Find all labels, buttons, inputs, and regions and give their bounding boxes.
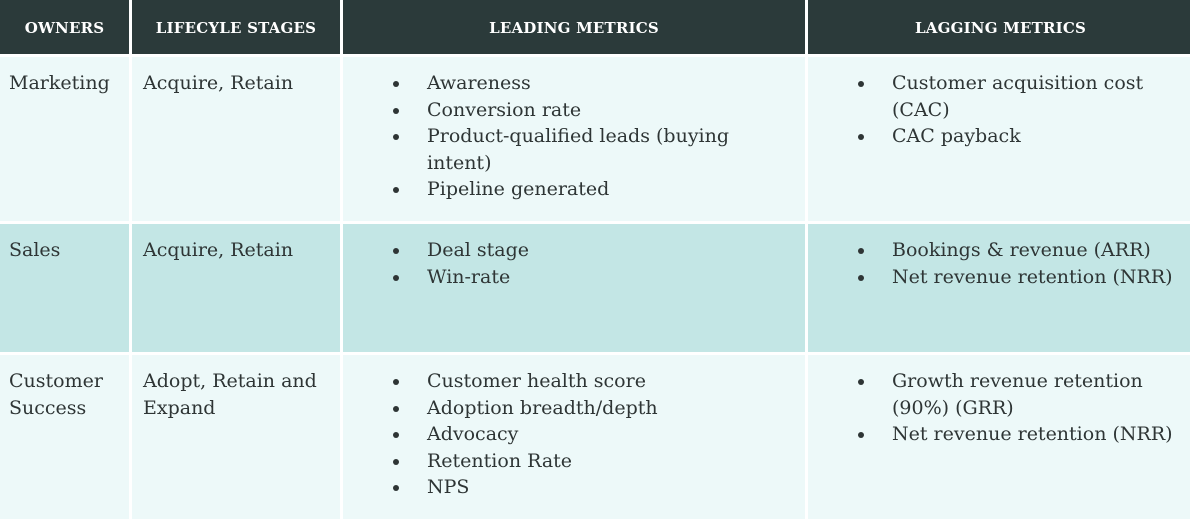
metric-label: Pipeline generated <box>427 178 610 200</box>
bullet-icon <box>393 248 399 254</box>
metric-label: CAC payback <box>892 125 1021 147</box>
owner-cell: Marketing <box>0 57 129 221</box>
metric-label: NPS <box>427 476 470 498</box>
header-lifecycle-stages: LIFECYLE STAGES <box>132 0 340 54</box>
list-item: Pipeline generated <box>389 176 785 203</box>
lagging-metrics-cell: Growth revenue retention (90%) (GRR) Net… <box>808 355 1190 519</box>
bullet-icon <box>393 107 399 114</box>
lagging-metrics-cell: Customer acquisition cost (CAC) CAC payb… <box>808 57 1190 221</box>
list-item: CAC payback <box>854 123 1183 150</box>
bullet-icon <box>393 379 399 385</box>
leading-metrics-list: Awareness Conversion rate Product-qualif… <box>389 70 785 203</box>
header-leading-metrics: LEADING METRICS <box>343 0 805 54</box>
lifecycle-cell: Acquire, Retain <box>132 224 340 352</box>
bullet-icon <box>393 187 399 193</box>
leading-metrics-cell: Awareness Conversion rate Product-qualif… <box>343 57 805 221</box>
list-item: Growth revenue retention (90%) (GRR) <box>854 368 1183 421</box>
lagging-metrics-cell: Bookings & revenue (ARR) Net revenue ret… <box>808 224 1190 352</box>
bullet-icon <box>393 458 399 465</box>
metric-label: Awareness <box>427 72 531 94</box>
list-item: Adoption breadth/depth <box>389 395 785 422</box>
bullet-icon <box>858 134 864 140</box>
bullet-icon <box>858 432 864 438</box>
metric-label: Win-rate <box>427 265 511 288</box>
metric-label: Net revenue retention (NRR) <box>892 265 1173 288</box>
bullet-icon <box>393 134 399 140</box>
bullet-icon <box>393 432 399 438</box>
metric-label: Adoption breadth/depth <box>427 396 658 419</box>
list-item: Advocacy <box>389 421 785 448</box>
metric-label: Customer health score <box>427 370 646 392</box>
list-item: Product-qualified leads (buying intent) <box>389 123 785 176</box>
metric-label: Retention Rate <box>427 449 573 472</box>
owner-cell: Sales <box>0 224 129 352</box>
list-item: Customer health score <box>389 368 785 395</box>
list-item: Conversion rate <box>389 97 785 124</box>
bullet-icon <box>393 274 399 281</box>
metric-label: Product-qualified leads (buying intent) <box>427 125 730 174</box>
list-item: Retention Rate <box>389 448 785 475</box>
list-item: Net revenue retention (NRR) <box>854 421 1183 448</box>
metric-label: Customer acquisition cost (CAC) <box>892 72 1144 121</box>
metric-label: Net revenue retention (NRR) <box>892 423 1173 445</box>
lifecycle-cell: Adopt, Retain and Expand <box>132 355 340 519</box>
leading-metrics-list: Customer health score Adoption breadth/d… <box>389 368 785 501</box>
lifecycle-cell: Acquire, Retain <box>132 57 340 221</box>
bullet-icon <box>858 274 864 281</box>
lagging-metrics-list: Bookings & revenue (ARR) Net revenue ret… <box>854 237 1183 290</box>
bullet-icon <box>858 81 864 87</box>
leading-metrics-cell: Customer health score Adoption breadth/d… <box>343 355 805 519</box>
list-item: Bookings & revenue (ARR) <box>854 237 1183 264</box>
list-item: Deal stage <box>389 237 785 264</box>
header-lagging-metrics: LAGGING METRICS <box>808 0 1190 54</box>
header-owners: OWNERS <box>0 0 129 54</box>
bullet-icon <box>393 485 399 491</box>
list-item: Awareness <box>389 70 785 97</box>
lagging-metrics-list: Growth revenue retention (90%) (GRR) Net… <box>854 368 1183 448</box>
bullet-icon <box>858 248 864 254</box>
list-item: Win-rate <box>389 264 785 291</box>
bullet-icon <box>858 379 864 385</box>
lagging-metrics-list: Customer acquisition cost (CAC) CAC payb… <box>854 70 1183 150</box>
list-item: NPS <box>389 474 785 501</box>
metric-label: Bookings & revenue (ARR) <box>892 239 1151 261</box>
bullet-icon <box>393 81 399 87</box>
list-item: Net revenue retention (NRR) <box>854 264 1183 291</box>
metric-label: Conversion rate <box>427 98 582 121</box>
metric-label: Advocacy <box>427 423 519 445</box>
owner-cell: Customer Success <box>0 355 129 519</box>
leading-metrics-cell: Deal stage Win-rate <box>343 224 805 352</box>
leading-metrics-list: Deal stage Win-rate <box>389 237 785 290</box>
metric-label: Growth revenue retention (90%) (GRR) <box>892 370 1143 419</box>
metric-label: Deal stage <box>427 239 530 261</box>
list-item: Customer acquisition cost (CAC) <box>854 70 1183 123</box>
bullet-icon <box>393 405 399 412</box>
